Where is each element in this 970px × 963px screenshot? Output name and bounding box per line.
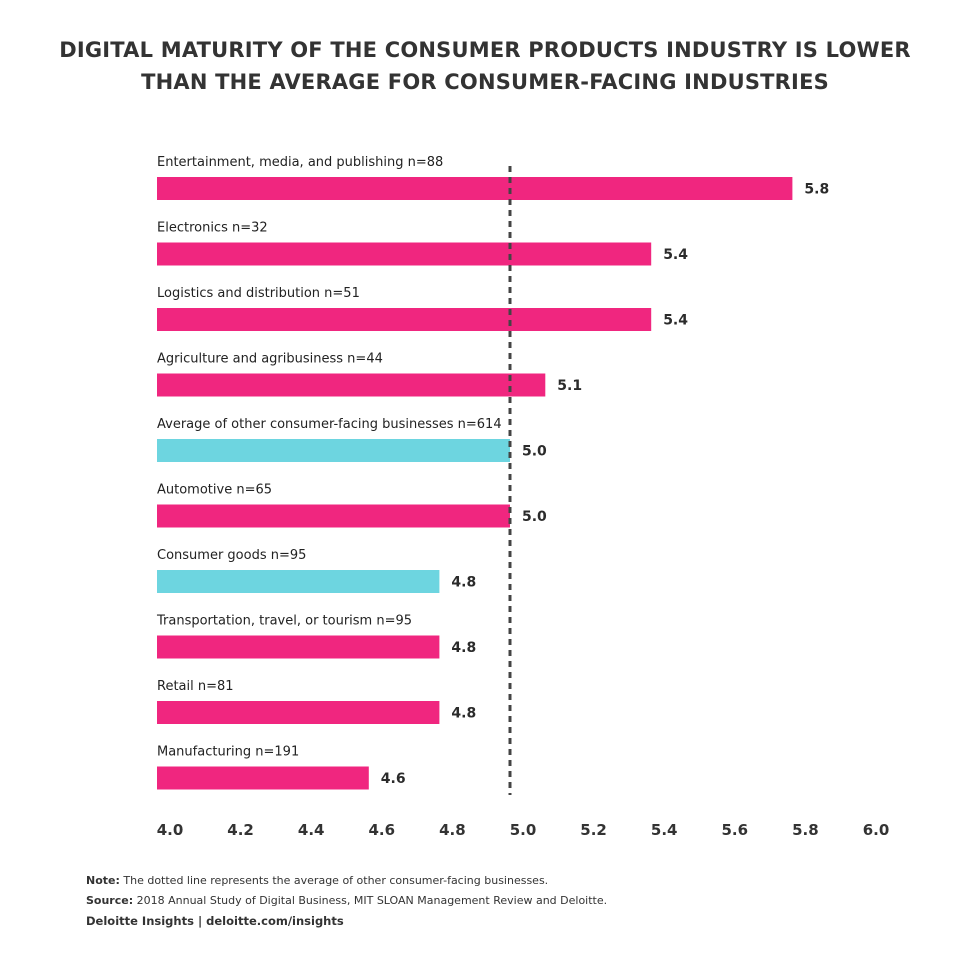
bar-chart: Entertainment, media, and publishing n=8… bbox=[156, 155, 890, 839]
bar bbox=[157, 635, 440, 659]
bar-value-label: 5.8 bbox=[804, 182, 829, 198]
x-tick-label: 4.4 bbox=[298, 821, 325, 839]
chart-title: DIGITAL MATURITY OF THE CONSUMER PRODUCT… bbox=[40, 34, 930, 98]
x-tick-label: 6.0 bbox=[863, 821, 890, 839]
bar bbox=[157, 504, 510, 528]
source-line: Source: 2018 Annual Study of Digital Bus… bbox=[86, 891, 607, 911]
category-label: Transportation, travel, or tourism n=95 bbox=[156, 614, 412, 629]
source-label: Source: bbox=[86, 894, 134, 907]
bar-value-label: 5.0 bbox=[522, 444, 547, 460]
x-tick-label: 4.6 bbox=[369, 821, 396, 839]
bar-value-label: 5.4 bbox=[663, 247, 688, 263]
bar bbox=[157, 701, 440, 724]
category-label: Average of other consumer-facing busines… bbox=[157, 417, 502, 432]
bar-value-label: 4.8 bbox=[451, 640, 476, 656]
brand-footer: Deloitte Insights | deloitte.com/insight… bbox=[86, 914, 344, 928]
x-tick-label: 5.6 bbox=[722, 821, 749, 839]
note-text: The dotted line represents the average o… bbox=[119, 874, 549, 887]
category-label: Electronics n=32 bbox=[157, 221, 268, 236]
source-text: 2018 Annual Study of Digital Business, M… bbox=[133, 894, 608, 907]
category-label: Logistics and distribution n=51 bbox=[157, 286, 360, 301]
bar-value-label: 4.8 bbox=[451, 706, 476, 722]
bar bbox=[157, 177, 793, 200]
chart-title-line-1: DIGITAL MATURITY OF THE CONSUMER PRODUCT… bbox=[59, 38, 911, 62]
x-tick-label: 4.0 bbox=[157, 821, 184, 839]
x-tick-label: 4.2 bbox=[227, 821, 254, 839]
bar-value-label: 4.6 bbox=[381, 771, 406, 787]
category-label: Agriculture and agribusiness n=44 bbox=[157, 352, 383, 367]
x-tick-label: 4.8 bbox=[439, 821, 466, 839]
category-label: Automotive n=65 bbox=[157, 483, 272, 498]
category-label: Retail n=81 bbox=[157, 679, 234, 694]
bar bbox=[157, 373, 546, 397]
bar-value-label: 4.8 bbox=[451, 575, 476, 591]
chart-title-line-2: THAN THE AVERAGE FOR CONSUMER-FACING IND… bbox=[141, 70, 829, 94]
category-label: Entertainment, media, and publishing n=8… bbox=[157, 155, 443, 170]
chart-notes: Note: The dotted line represents the ave… bbox=[86, 871, 607, 931]
x-tick-label: 5.2 bbox=[580, 821, 607, 839]
x-tick-label: 5.8 bbox=[792, 821, 819, 839]
bar-value-label: 5.4 bbox=[663, 313, 688, 329]
bar bbox=[157, 242, 652, 266]
bar-value-label: 5.1 bbox=[557, 378, 582, 394]
bar bbox=[157, 439, 510, 462]
note-label: Note: bbox=[86, 874, 120, 887]
bar-value-label: 5.0 bbox=[522, 509, 547, 525]
note-line: Note: The dotted line represents the ave… bbox=[86, 871, 607, 891]
category-label: Consumer goods n=95 bbox=[157, 548, 306, 563]
x-tick-label: 5.0 bbox=[510, 821, 537, 839]
bar bbox=[157, 308, 652, 331]
bar bbox=[157, 570, 440, 593]
x-tick-label: 5.4 bbox=[651, 821, 678, 839]
category-label: Manufacturing n=191 bbox=[157, 745, 299, 760]
bar bbox=[157, 766, 369, 790]
